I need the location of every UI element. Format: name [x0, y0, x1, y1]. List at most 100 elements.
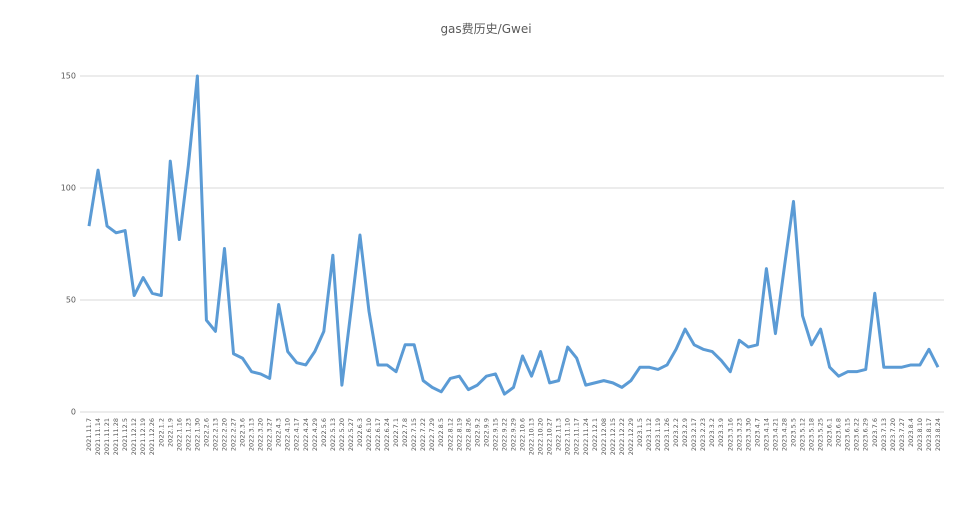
- x-tick-label: 2022.6.17: [374, 418, 382, 451]
- x-tick-label: 2022.10.20: [537, 418, 545, 455]
- x-tick-label: 2023.3.2: [708, 418, 716, 447]
- x-tick-label: 2023.5.25: [817, 418, 825, 451]
- x-tick-label: 2022.10.27: [546, 418, 554, 455]
- x-tick-label: 2022.1.30: [193, 418, 201, 451]
- x-tick-label: 2023.2.23: [699, 418, 707, 451]
- y-tick-label: 100: [61, 184, 76, 193]
- x-tick-label: 2022.10.13: [528, 418, 536, 455]
- x-tick-label: 2022.4.3: [275, 418, 283, 447]
- x-tick-label: 2023.4.21: [771, 418, 779, 451]
- x-tick-label: 2023.6.1: [826, 418, 834, 447]
- x-tick-label: 2021.11.14: [94, 418, 102, 455]
- x-tick-label: 2022.3.20: [257, 418, 265, 451]
- x-tick-label: 2022.6.3: [356, 418, 364, 447]
- x-tick-label: 2023.1.12: [645, 418, 653, 451]
- x-tick-label: 2022.10.6: [519, 418, 527, 451]
- x-tick-label: 2022.4.24: [302, 418, 310, 451]
- x-tick-label: 2023.4.28: [780, 418, 788, 451]
- x-tick-label: 2022.6.24: [383, 418, 391, 451]
- x-tick-label: 2023.1.26: [663, 418, 671, 451]
- x-tick-label: 2023.3.16: [726, 418, 734, 451]
- x-tick-label: 2023.6.29: [862, 418, 870, 451]
- x-tick-label: 2022.2.20: [220, 418, 228, 451]
- x-tick-label: 2022.9.22: [500, 418, 508, 451]
- x-tick-label: 2023.4.14: [762, 418, 770, 451]
- x-tick-label: 2022.7.8: [401, 418, 409, 447]
- x-tick-label: 2023.1.5: [636, 418, 644, 447]
- x-tick-label: 2022.5.13: [329, 418, 337, 451]
- x-tick-label: 2023.6.8: [835, 418, 843, 447]
- x-tick-label: 2022.6.10: [365, 418, 373, 451]
- x-tick-label: 2022.11.17: [573, 418, 581, 455]
- x-tick-label: 2022.5.6: [320, 418, 328, 447]
- x-tick-label: 2022.11.24: [582, 418, 590, 455]
- x-tick-label: 2022.12.08: [600, 418, 608, 455]
- x-tick-label: 2022.5.20: [338, 418, 346, 451]
- x-tick-label: 2023.5.5: [789, 418, 797, 447]
- x-tick-label: 2022.11.10: [564, 418, 572, 455]
- x-tick-label: 2022.1.2: [157, 418, 165, 447]
- x-tick-label: 2022.7.22: [419, 418, 427, 451]
- x-tick-label: 2021.12.12: [130, 418, 138, 455]
- x-tick-label: 2022.2.13: [211, 418, 219, 451]
- x-tick-label: 2022.8.5: [437, 418, 445, 447]
- x-tick-label: 2022.4.10: [284, 418, 292, 451]
- x-tick-label: 2021.12.5: [121, 418, 129, 451]
- x-tick-label: 2022.2.6: [202, 418, 210, 447]
- x-tick-label: 2023.8.4: [907, 418, 915, 447]
- x-tick-label: 2022.3.6: [239, 418, 247, 447]
- x-tick-label: 2022.8.12: [446, 418, 454, 451]
- x-tick-label: 2022.9.9: [482, 418, 490, 447]
- x-tick-label: 2022.7.1: [392, 418, 400, 447]
- x-tick-label: 2023.8.17: [925, 418, 933, 451]
- x-tick-label: 2022.9.15: [491, 418, 499, 451]
- x-tick-label: 2022.5.27: [347, 418, 355, 451]
- x-tick-label: 2023.7.6: [871, 418, 879, 447]
- y-tick-label: 150: [61, 72, 76, 81]
- x-tick-label: 2022.7.29: [428, 418, 436, 451]
- x-tick-label: 2022.8.19: [455, 418, 463, 451]
- x-tick-label: 2022.3.27: [266, 418, 274, 451]
- x-tick-label: 2023.7.13: [880, 418, 888, 451]
- y-tick-label: 50: [66, 296, 76, 305]
- x-tick-label: 2022.12.1: [591, 418, 599, 451]
- x-tick-label: 2023.7.20: [889, 418, 897, 451]
- x-tick-label: 2023.3.9: [717, 418, 725, 447]
- x-tick-label: 2021.11.21: [103, 418, 111, 455]
- x-tick-label: 2022.3.13: [248, 418, 256, 451]
- x-tick-label: 2022.9.29: [510, 418, 518, 451]
- x-tick-label: 2023.1.19: [654, 418, 662, 451]
- x-tick-label: 2021.12.19: [139, 418, 147, 455]
- x-tick-label: 2023.8.24: [934, 418, 942, 451]
- x-tick-label: 2023.8.10: [916, 418, 924, 451]
- x-tick-label: 2023.7.27: [898, 418, 906, 451]
- x-tick-label: 2022.1.16: [175, 418, 183, 451]
- chart-title: gas费历史/Gwei: [440, 22, 531, 36]
- x-tick-label: 2022.8.26: [464, 418, 472, 451]
- x-tick-label: 2022.4.29: [311, 418, 319, 451]
- x-tick-label: 2023.5.18: [808, 418, 816, 451]
- x-tick-label: 2022.7.15: [410, 418, 418, 451]
- x-tick-label: 2023.5.12: [799, 418, 807, 451]
- x-tick-label: 2022.4.17: [293, 418, 301, 451]
- x-tick-label: 2021.11.7: [85, 418, 93, 451]
- x-tick-label: 2023.2.17: [690, 418, 698, 451]
- x-tick-label: 2022.12.22: [618, 418, 626, 455]
- x-tick-label: 2022.1.23: [184, 418, 192, 451]
- y-tick-label: 0: [71, 408, 76, 417]
- x-tick-label: 2023.4.7: [753, 418, 761, 447]
- x-tick-label: 2023.6.22: [853, 418, 861, 451]
- data-line: [87, 74, 940, 396]
- x-tick-label: 2021.12.26: [148, 418, 156, 455]
- x-tick-label: 2023.3.30: [744, 418, 752, 451]
- x-tick-label: 2022.12.29: [627, 418, 635, 455]
- x-tick-label: 2021.11.28: [112, 418, 120, 455]
- x-tick-label: 2023.6.15: [844, 418, 852, 451]
- x-tick-label: 2023.2.9: [681, 418, 689, 447]
- x-tick-label: 2022.2.27: [230, 418, 238, 451]
- x-tick-label: 2022.1.9: [166, 418, 174, 447]
- x-tick-label: 2022.11.3: [555, 418, 563, 451]
- x-tick-label: 2022.12.15: [609, 418, 617, 455]
